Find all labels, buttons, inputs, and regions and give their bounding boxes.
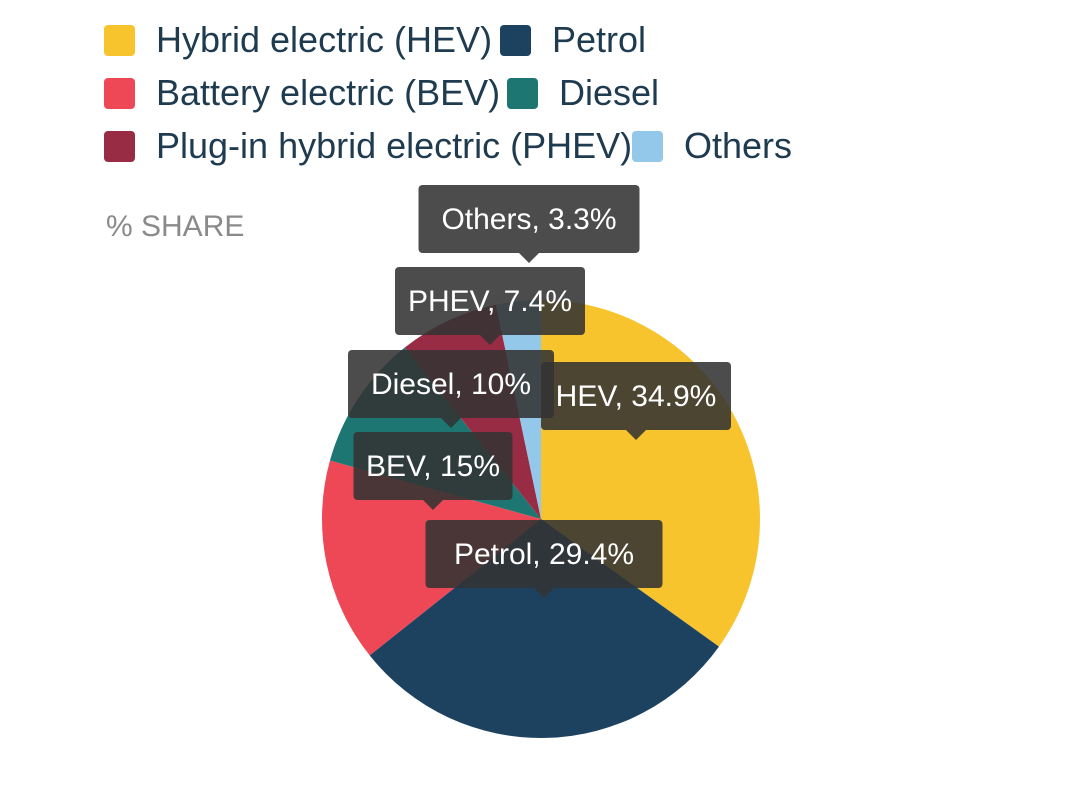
- pie-slice[interactable]: [369, 519, 719, 738]
- legend-label: Petrol: [552, 19, 646, 60]
- tooltip-pointer: [626, 430, 646, 440]
- legend-item: Battery electric (BEV): [104, 72, 500, 113]
- legend-item: Plug-in hybrid electric (PHEV): [104, 125, 632, 166]
- legend-swatch: [500, 25, 531, 56]
- legend-item: Diesel: [507, 72, 659, 113]
- tooltip-box: [395, 267, 585, 335]
- legend-label: Diesel: [559, 72, 659, 113]
- data-label-tooltip: Others, 3.3%: [418, 185, 640, 263]
- data-label-text: Diesel, 10%: [371, 368, 531, 401]
- legend-item: Others: [632, 125, 792, 166]
- legend-swatch: [507, 78, 538, 109]
- legend-swatch: [104, 78, 135, 109]
- data-label-text: HEV, 34.9%: [556, 380, 717, 413]
- legend-label: Hybrid electric (HEV): [156, 19, 492, 60]
- legend-label: Plug-in hybrid electric (PHEV): [156, 125, 632, 166]
- legend-swatch: [632, 131, 663, 162]
- tooltip-box: [425, 520, 663, 588]
- legend-label: Battery electric (BEV): [156, 72, 500, 113]
- data-labels: PHEV, 7.4% Diesel, 10% Others, 3.3% BEV, 15…: [348, 185, 731, 598]
- legend-swatch: [104, 25, 135, 56]
- data-label-text: PHEV, 7.4%: [408, 285, 572, 318]
- legend-item: Hybrid electric (HEV): [104, 19, 492, 60]
- tooltip-box: [348, 350, 554, 418]
- data-label-tooltip: BEV, 15%: [353, 432, 513, 510]
- tooltip-pointer: [423, 500, 443, 510]
- data-label-tooltip: PHEV, 7.4%: [395, 267, 585, 345]
- tooltip-box: [418, 185, 640, 253]
- value-axis-label: % SHARE: [106, 210, 244, 243]
- data-label-text: Others, 3.3%: [441, 203, 616, 236]
- legend-item: Petrol: [500, 19, 646, 60]
- data-label-tooltip: Petrol, 29.4%: [425, 520, 663, 598]
- tooltip-pointer: [480, 335, 500, 345]
- legend-swatch: [104, 131, 135, 162]
- legend: Hybrid electric (HEV) Battery electric (B…: [104, 19, 792, 166]
- tooltip-box: [353, 432, 513, 500]
- tooltip-pointer: [441, 418, 461, 428]
- data-label-tooltip: HEV, 34.9%: [541, 362, 731, 440]
- data-label-text: Petrol, 29.4%: [454, 538, 634, 571]
- tooltip-pointer: [534, 588, 554, 598]
- data-label-text: BEV, 15%: [366, 450, 500, 483]
- legend-label: Others: [684, 125, 792, 166]
- tooltip-box: [541, 362, 731, 430]
- tooltip-pointer: [519, 253, 539, 263]
- data-label-tooltip: Diesel, 10%: [348, 350, 554, 428]
